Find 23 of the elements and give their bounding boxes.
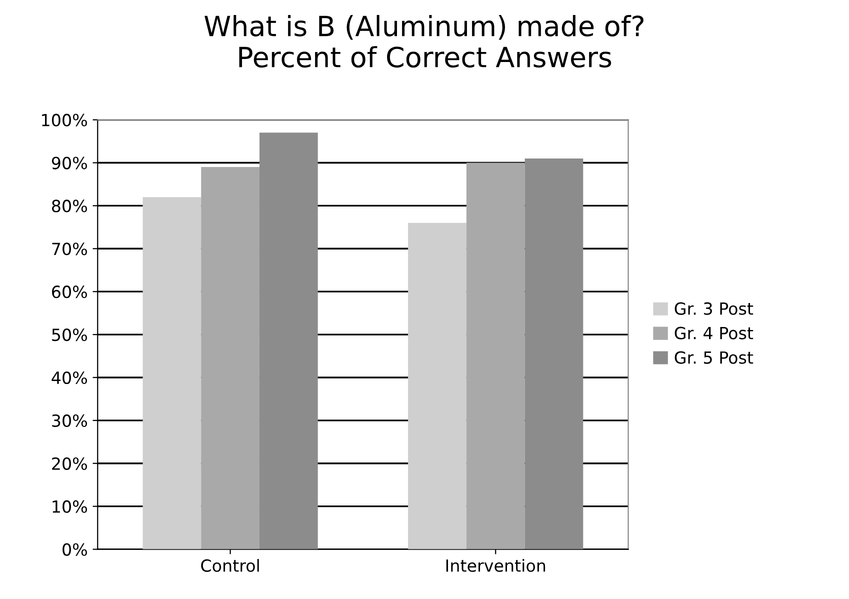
y-tick-label: 30% — [52, 414, 87, 428]
y-tick-label: 10% — [52, 500, 87, 513]
legend-label: Gr. 3 Post — [674, 302, 754, 315]
bar — [408, 222, 466, 550]
y-tick-label: 40% — [52, 371, 87, 384]
y-tick-label: 60% — [52, 286, 87, 298]
bar — [466, 162, 525, 550]
y-tick-label: 90% — [52, 156, 87, 170]
bar — [142, 197, 202, 550]
x-tick-label: Intervention — [446, 559, 546, 572]
y-tick-label: 0% — [62, 543, 87, 556]
x-tick-label: Control — [201, 559, 259, 572]
y-tick-label: 100% — [42, 114, 87, 126]
bar — [524, 158, 584, 550]
legend-label: Gr. 4 Post — [674, 326, 754, 340]
y-tick-label: 50% — [52, 328, 87, 342]
chart-title: What is B (Aluminum) made of? Percent of Correct Answers — [204, 14, 644, 68]
y-tick-label: 80% — [52, 200, 87, 212]
y-tick-label: 20% — [52, 457, 87, 470]
y-tick-label: 70% — [52, 242, 87, 256]
bar — [259, 132, 318, 550]
bar — [201, 167, 260, 550]
legend-label: Gr. 5 Post — [674, 351, 754, 364]
